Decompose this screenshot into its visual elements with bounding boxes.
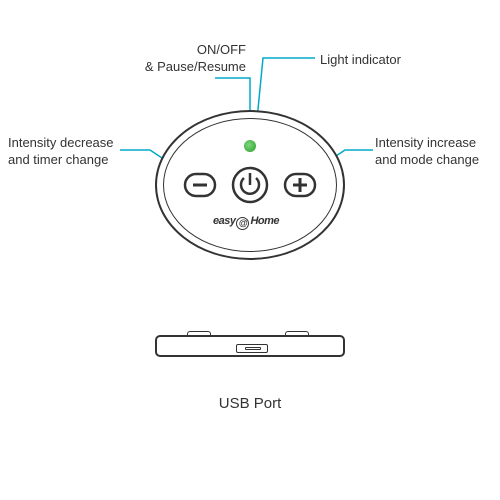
device-top-view: easy@Home <box>155 110 345 260</box>
usb-port-icon <box>236 344 268 353</box>
brand-prefix: easy <box>213 215 235 227</box>
brand-at-icon: @ <box>236 217 249 230</box>
usb-text: USB Port <box>219 395 282 412</box>
usb-port-label: USB Port <box>0 395 500 412</box>
usb-port-inner <box>245 347 261 350</box>
light-indicator-icon <box>244 140 256 152</box>
brand-logo: easy@Home <box>213 215 279 230</box>
power-button-icon <box>230 165 270 205</box>
plus-button-icon <box>283 172 317 198</box>
minus-button-icon <box>183 172 217 198</box>
device-side-view <box>155 335 347 360</box>
brand-suffix: Home <box>250 215 279 227</box>
side-body <box>155 335 345 357</box>
